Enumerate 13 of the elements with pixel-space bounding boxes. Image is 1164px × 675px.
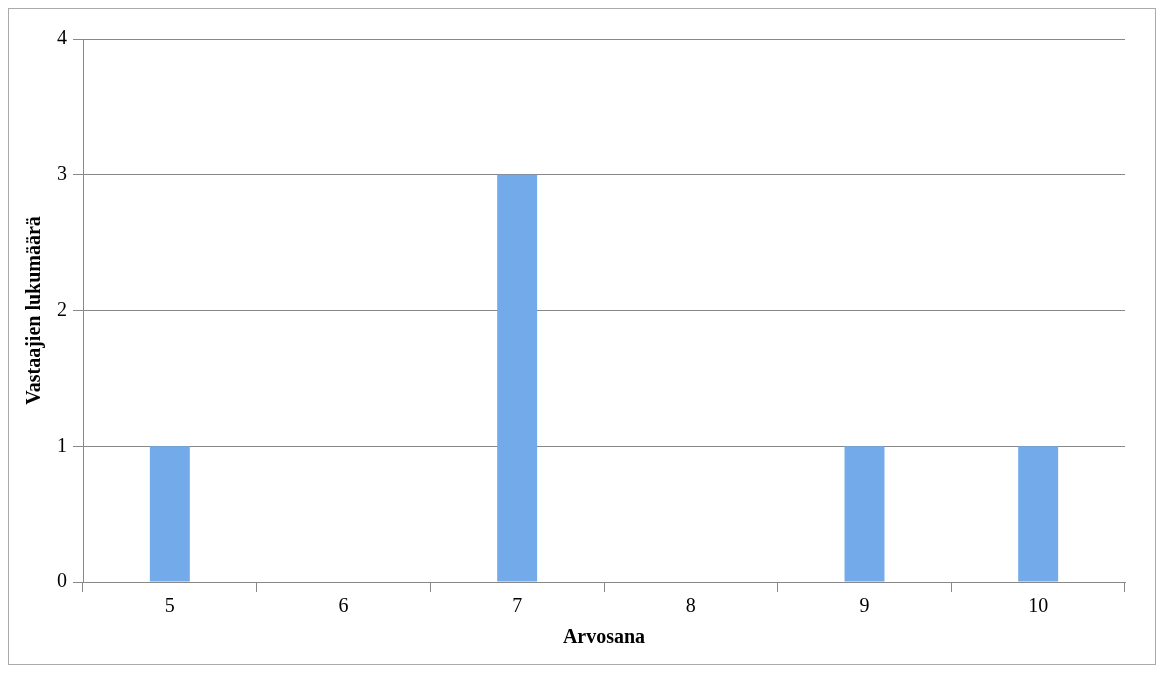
x-tick-label: 9 (859, 594, 870, 617)
y-tick-label: 4 (57, 26, 67, 49)
x-tick-label: 7 (512, 594, 523, 617)
y-axis-title: Vastaajien lukumäärä (22, 216, 46, 405)
y-tick-label: 3 (57, 162, 67, 184)
x-tick-label: 10 (1028, 594, 1049, 617)
y-tick-label: 0 (57, 569, 67, 592)
x-tick-label: 6 (338, 594, 349, 617)
x-axis-title: Arvosana (562, 625, 646, 648)
x-tick-label: 8 (685, 594, 696, 617)
y-tick-label: 2 (57, 297, 67, 320)
x-tick-label: 5 (164, 594, 175, 617)
y-tick-label: 1 (57, 433, 67, 456)
